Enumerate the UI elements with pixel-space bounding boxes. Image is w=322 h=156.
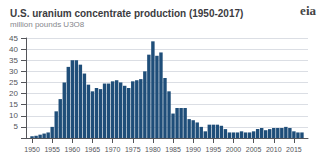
svg-text:40: 40 bbox=[9, 45, 18, 54]
svg-text:2000: 2000 bbox=[226, 146, 242, 153]
svg-text:1955: 1955 bbox=[44, 146, 60, 153]
svg-text:1990: 1990 bbox=[185, 146, 201, 153]
svg-text:5: 5 bbox=[14, 122, 19, 131]
svg-text:2015: 2015 bbox=[286, 146, 302, 153]
svg-text:eia: eia bbox=[300, 3, 316, 18]
svg-text:1970: 1970 bbox=[105, 146, 121, 153]
svg-text:1960: 1960 bbox=[65, 146, 81, 153]
svg-text:million pounds U3O8: million pounds U3O8 bbox=[10, 20, 85, 29]
svg-text:1965: 1965 bbox=[85, 146, 101, 153]
svg-text:20: 20 bbox=[9, 89, 18, 98]
svg-text:1950: 1950 bbox=[24, 146, 40, 153]
svg-text:45: 45 bbox=[9, 34, 18, 43]
svg-text:U.S. uranium concentrate produ: U.S. uranium concentrate production (195… bbox=[10, 8, 243, 19]
svg-text:30: 30 bbox=[9, 67, 18, 76]
svg-text:35: 35 bbox=[9, 56, 18, 65]
svg-text:15: 15 bbox=[9, 100, 18, 109]
svg-text:10: 10 bbox=[9, 111, 18, 120]
svg-text:2010: 2010 bbox=[266, 146, 282, 153]
svg-text:25: 25 bbox=[9, 78, 18, 87]
svg-text:1985: 1985 bbox=[165, 146, 181, 153]
svg-text:1975: 1975 bbox=[125, 146, 141, 153]
svg-text:1995: 1995 bbox=[206, 146, 222, 153]
svg-text:2005: 2005 bbox=[246, 146, 262, 153]
svg-text:1980: 1980 bbox=[145, 146, 161, 153]
